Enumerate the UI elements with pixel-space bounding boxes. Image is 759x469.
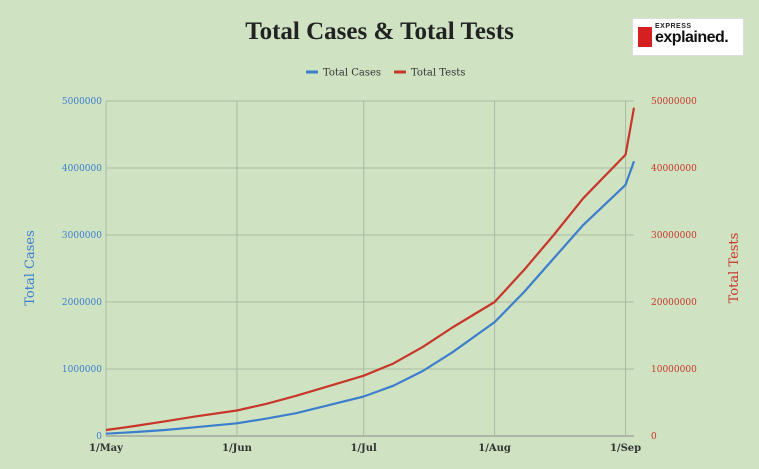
left-axis-label: Total Cases <box>23 230 38 306</box>
left-tick-label: 0 <box>96 432 102 442</box>
x-tick-label: 1/Jun <box>222 443 253 454</box>
series-lines <box>105 107 636 435</box>
right-tick-label: 30000000 <box>651 231 697 241</box>
tick-labels: 0100000020000003000000400000050000000100… <box>62 97 697 454</box>
right-tick-label: 40000000 <box>651 164 697 174</box>
left-tick-label: 4000000 <box>62 164 102 174</box>
express-explained-logo: EXPRESS explained. <box>632 18 744 56</box>
right-tick-label: 0 <box>651 432 657 442</box>
left-tick-label: 5000000 <box>62 97 102 107</box>
x-tick-label: 1/Aug <box>478 443 511 454</box>
right-tick-label: 20000000 <box>651 298 697 308</box>
right-tick-label: 10000000 <box>651 365 697 375</box>
right-axis-label: Total Tests <box>727 233 742 304</box>
x-tick-label: 1/Jul <box>350 443 377 454</box>
x-tick-label: 1/May <box>89 443 124 454</box>
axis-labels: Total Cases Total Tests <box>23 230 742 306</box>
legend-label: Total Cases <box>323 68 381 79</box>
left-tick-label: 1000000 <box>62 365 102 375</box>
right-tick-label: 50000000 <box>651 97 697 107</box>
logo-small-text: EXPRESS <box>655 23 692 30</box>
left-tick-label: 2000000 <box>62 298 102 308</box>
grid-lines <box>105 100 634 437</box>
logo-big-text: explained. <box>655 29 729 46</box>
chart-title: Total Cases & Total Tests <box>245 18 514 45</box>
logo-mark-icon <box>638 27 652 47</box>
series-line-total-cases <box>105 160 636 435</box>
legend: Total Cases Total Tests <box>306 68 465 79</box>
legend-label: Total Tests <box>411 68 465 79</box>
x-tick-label: 1/Sep <box>610 443 641 454</box>
left-tick-label: 3000000 <box>62 231 102 241</box>
series-line-total-tests <box>105 107 636 432</box>
